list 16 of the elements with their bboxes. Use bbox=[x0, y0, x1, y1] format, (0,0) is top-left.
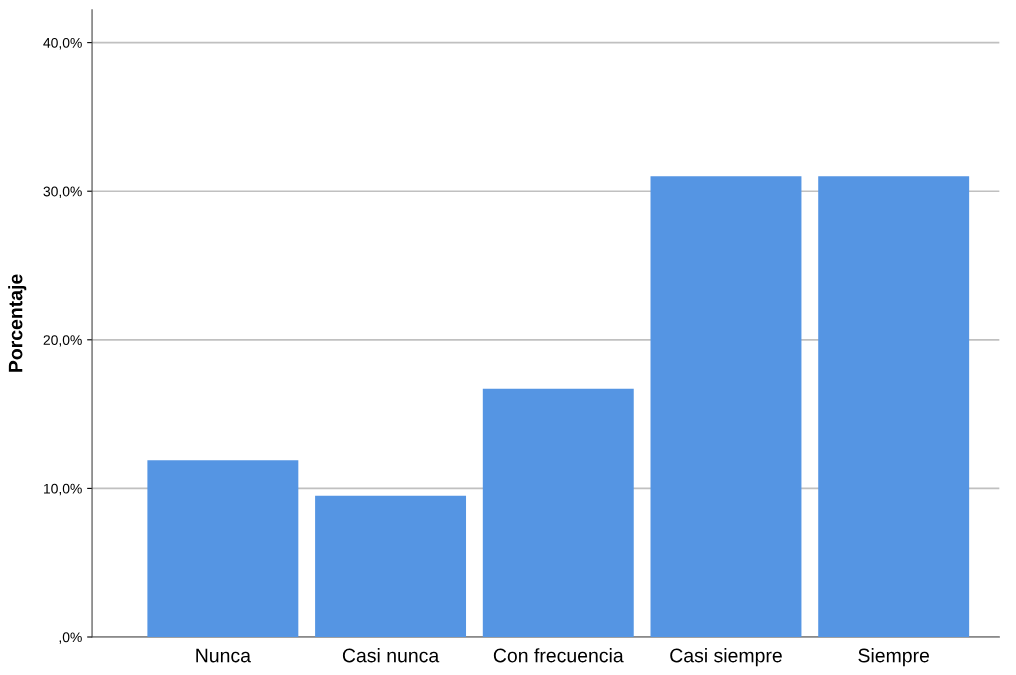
bar bbox=[315, 495, 467, 637]
bar bbox=[818, 176, 970, 637]
y-tick-label: 20,0% bbox=[43, 335, 82, 347]
bar bbox=[650, 176, 802, 637]
x-tick-label: Con frecuencia bbox=[493, 648, 624, 663]
bar bbox=[147, 460, 299, 637]
x-tick-label: Siempre bbox=[858, 648, 930, 667]
y-tick-label: 30,0% bbox=[43, 186, 82, 199]
bar bbox=[482, 388, 634, 637]
y-tick-label: 40,0% bbox=[43, 37, 82, 50]
y-tick-label: ,0% bbox=[59, 632, 82, 644]
y-axis-title: Porcentaje bbox=[8, 274, 27, 372]
x-tick-label: Casi siempre bbox=[670, 648, 782, 667]
x-tick-label: Casi nunca bbox=[342, 648, 440, 663]
x-tick-label: Nunca bbox=[196, 648, 251, 663]
y-tick-label: 10,0% bbox=[44, 483, 82, 496]
